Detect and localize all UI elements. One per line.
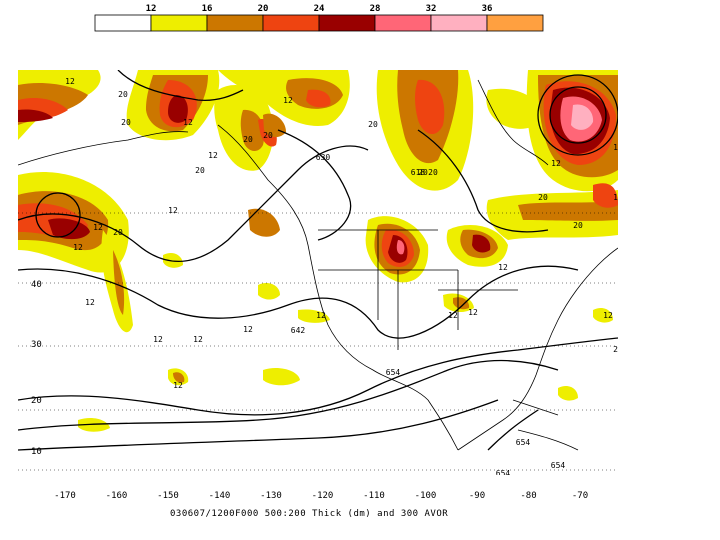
vorticity-label: 12 — [85, 298, 95, 307]
colorbar-label: 16 — [202, 4, 213, 14]
vorticity-label: 20 — [263, 131, 273, 140]
vorticity-label: 12 — [498, 263, 508, 272]
colorbar-legend: 12 16 20 24 28 32 36 — [94, 4, 544, 32]
lon-tick-label: -170 — [54, 491, 76, 501]
colorbar-swatch — [374, 14, 432, 32]
lon-tick-label: -70 — [572, 491, 588, 501]
lat-label-10: 10 — [31, 447, 42, 457]
vorticity-label: 12 — [193, 335, 203, 344]
graticule — [18, 212, 618, 471]
vorticity-label: 20 — [573, 221, 583, 230]
colorbar-swatch — [150, 14, 208, 32]
vorticity-label: 12 — [613, 193, 618, 202]
colorbar-swatch — [318, 14, 376, 32]
thickness-label: 654 — [386, 368, 401, 377]
lon-tick-label: -80 — [520, 491, 536, 501]
vorticity-label: 12 — [73, 243, 83, 252]
vorticity-label: 20 — [538, 193, 548, 202]
vorticity-label: 12 — [183, 118, 193, 127]
vorticity-shading — [18, 70, 618, 432]
vorticity-label: 20 — [428, 168, 438, 177]
vorticity-label: 12 — [448, 311, 458, 320]
thickness-label: 630 — [316, 153, 331, 162]
longitude-axis: -170 -160 -150 -140 -130 -120 -110 -100 -90 -80 -7… — [54, 491, 588, 501]
coastlines — [18, 79, 618, 451]
vorticity-label: 12 — [613, 143, 618, 152]
colorbar-label: 36 — [482, 4, 493, 14]
colorbar-label: 12 — [146, 4, 157, 14]
lat-label-30: 30 — [31, 340, 42, 350]
lon-tick-label: -100 — [415, 491, 437, 501]
vorticity-label: 12 — [468, 308, 478, 317]
lon-tick-label: -160 — [106, 491, 128, 501]
map-caption: 030607/1200F000 500:200 Thick (dm) and 3… — [170, 509, 449, 519]
vorticity-label: 20 — [118, 90, 128, 99]
colorbar-swatches — [94, 14, 544, 32]
vorticity-label: 20 — [195, 166, 205, 175]
vorticity-label: 12 — [168, 206, 178, 215]
lon-tick-label: -90 — [469, 491, 485, 501]
vorticity-label: 12 — [603, 311, 613, 320]
thickness-label: 618 — [411, 168, 426, 177]
colorbar-label: 28 — [370, 4, 381, 14]
thickness-label: 642 — [291, 326, 306, 335]
vorticity-label: 12 — [173, 381, 183, 390]
lat-label-40: 40 — [31, 280, 42, 290]
vorticity-contour-labels: 1220122020121220201220202012121212201212… — [65, 77, 618, 390]
thickness-label: 654 — [496, 469, 511, 475]
colorbar-label: 32 — [426, 4, 437, 14]
vorticity-label: 12 — [208, 151, 218, 160]
lon-tick-label: -110 — [363, 491, 385, 501]
colorbar-labels: 12 16 20 24 28 32 36 — [146, 4, 493, 14]
vorticity-label: 20 — [121, 118, 131, 127]
colorbar-label: 24 — [314, 4, 325, 14]
vorticity-label: 20 — [418, 168, 428, 177]
lon-tick-label: -130 — [260, 491, 282, 501]
vorticity-label: 20 — [243, 135, 253, 144]
thickness-contour-labels: 630 618 642 654 654 654 654 — [291, 153, 566, 475]
lat-label-20: 20 — [31, 396, 42, 406]
vorticity-label: 12 — [153, 335, 163, 344]
vorticity-label: 20 — [613, 345, 618, 354]
vorticity-map: 1220122020121220201220202012121212201212… — [18, 70, 618, 475]
vorticity-label: 20 — [113, 228, 123, 237]
vorticity-label: 12 — [93, 223, 103, 232]
vorticity-label: 12 — [243, 325, 253, 334]
colorbar-swatch — [486, 14, 544, 32]
thickness-label: 654 — [551, 461, 566, 470]
vorticity-label: 12 — [283, 96, 293, 105]
vorticity-label: 12 — [65, 77, 75, 86]
vorticity-label: 12 — [316, 311, 326, 320]
colorbar-swatch — [262, 14, 320, 32]
colorbar-swatch — [94, 14, 152, 32]
colorbar-swatch — [430, 14, 488, 32]
thickness-contours — [18, 70, 618, 451]
colorbar-label: 20 — [258, 4, 269, 14]
colorbar-swatch — [206, 14, 264, 32]
thickness-label: 654 — [516, 438, 531, 447]
lon-tick-label: -120 — [312, 491, 334, 501]
vorticity-label: 12 — [551, 159, 561, 168]
lon-tick-label: -140 — [209, 491, 231, 501]
lon-tick-label: -150 — [157, 491, 179, 501]
vorticity-label: 20 — [368, 120, 378, 129]
